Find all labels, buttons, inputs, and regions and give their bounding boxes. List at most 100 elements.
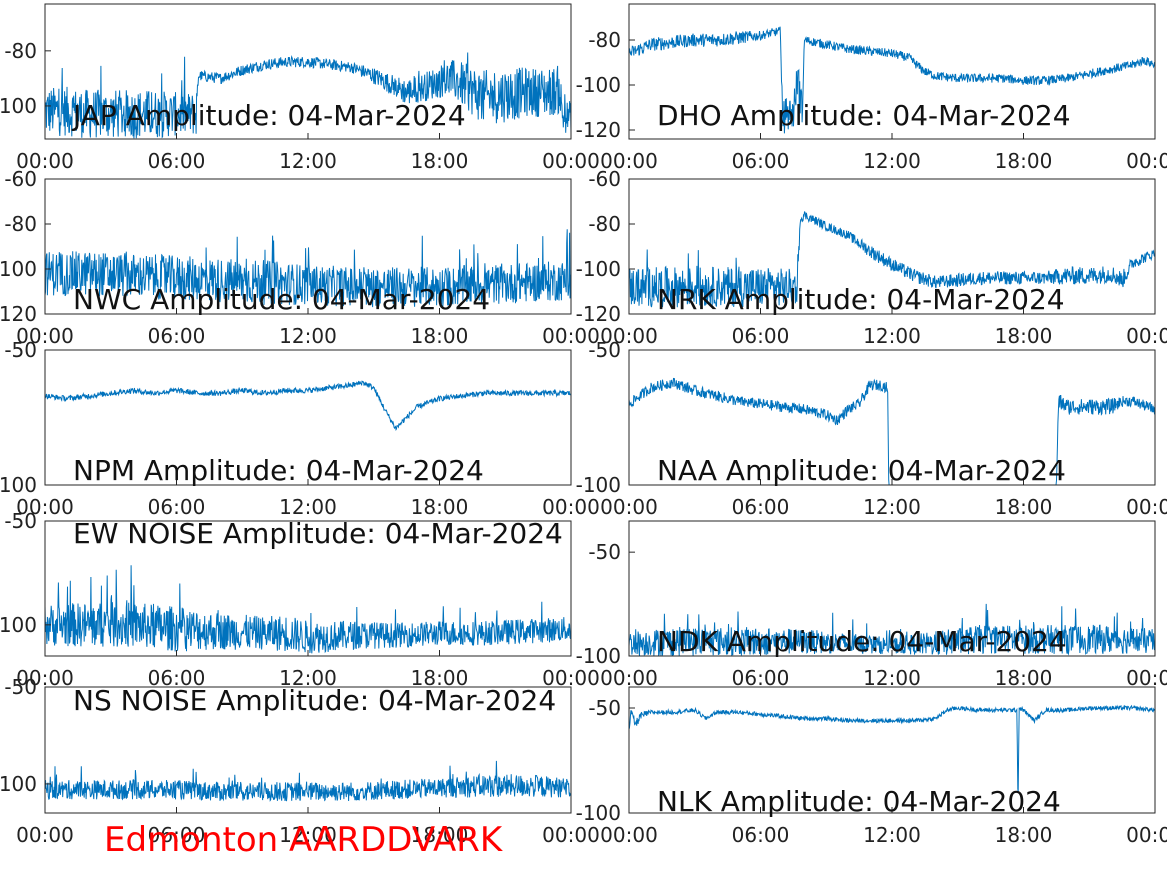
panel-1: -80 100 00:00 06:00 12:00 18:00 00:00 JAP Ampli… <box>0 3 600 173</box>
panel-title: NPM Amplitude: 04-Mar-2024 <box>73 454 484 487</box>
y-tick-label: -80 <box>588 28 621 52</box>
x-tick-label: 00:00 <box>600 666 658 690</box>
y-tick-label: -120 <box>576 302 621 326</box>
x-tick-label: 18:00 <box>411 666 469 690</box>
y-tick-label: 100 <box>0 772 37 796</box>
y-tick-label: 100 <box>0 613 37 637</box>
y-tick-label: 100 <box>0 473 37 497</box>
x-tick-label: 00:00 <box>16 324 74 348</box>
x-tick-label: 18:00 <box>411 823 469 847</box>
x-tick-label: 00:00 <box>1126 324 1167 348</box>
series-line <box>45 565 571 654</box>
x-tick-label: 00:00 <box>600 324 658 348</box>
y-tick-label: -80 <box>4 212 37 236</box>
x-tick-label: 00:00 <box>16 666 74 690</box>
panel-title: NDK Amplitude: 04-Mar-2024 <box>657 625 1067 658</box>
panel-title: NWC Amplitude: 04-Mar-2024 <box>73 283 490 316</box>
x-tick-label: 06:00 <box>148 666 206 690</box>
x-tick-label: 12:00 <box>279 149 337 173</box>
y-tick-label: -80 <box>588 212 621 236</box>
x-tick-label: 12:00 <box>279 666 337 690</box>
panel-title: NLK Amplitude: 04-Mar-2024 <box>657 785 1061 818</box>
x-tick-label: 06:00 <box>148 823 206 847</box>
x-tick-label: 00:00 <box>542 823 600 847</box>
series-line <box>45 380 571 431</box>
x-tick-label: 06:00 <box>732 324 790 348</box>
y-tick-label: -80 <box>4 39 37 63</box>
x-tick-label: 06:00 <box>148 495 206 519</box>
x-tick-label: 00:00 <box>542 324 600 348</box>
series-line <box>629 603 1155 656</box>
x-tick-label: 12:00 <box>863 324 921 348</box>
x-tick-label: 12:00 <box>863 495 921 519</box>
y-tick-label: 100 <box>0 257 37 281</box>
y-tick-label: -100 <box>576 473 621 497</box>
y-tick-label: -100 <box>576 644 621 668</box>
series-line <box>45 760 571 802</box>
x-tick-label: 18:00 <box>995 666 1053 690</box>
y-tick-label: -60 <box>588 167 621 191</box>
y-tick-label: -100 <box>576 73 621 97</box>
panel-2: -80 -100 -120 00:00 06:00 12:00 18:00 00:00 DHO … <box>576 3 1167 173</box>
x-tick-label: 12:00 <box>279 495 337 519</box>
x-tick-label: 18:00 <box>411 324 469 348</box>
x-tick-label: 06:00 <box>732 666 790 690</box>
x-tick-label: 00:00 <box>542 495 600 519</box>
x-tick-label: 18:00 <box>995 324 1053 348</box>
x-tick-label: 06:00 <box>148 149 206 173</box>
x-tick-label: 18:00 <box>995 149 1053 173</box>
x-tick-label: 00:00 <box>600 823 658 847</box>
x-tick-label: 00:00 <box>1126 149 1167 173</box>
series-line <box>629 704 1155 792</box>
series-line <box>45 229 571 308</box>
y-tick-label: 100 <box>0 94 37 118</box>
x-tick-label: 18:00 <box>995 823 1053 847</box>
series-line <box>45 52 571 139</box>
x-tick-label: 00:00 <box>600 149 658 173</box>
y-tick-label: -50 <box>588 338 621 362</box>
panel-4: -60-80-100-12000:0006:0012:0018:0000:00N… <box>576 167 1167 348</box>
x-tick-label: 18:00 <box>995 495 1053 519</box>
y-tick-label: -100 <box>576 257 621 281</box>
x-tick-label: 00:00 <box>16 823 74 847</box>
x-tick-label: 12:00 <box>279 823 337 847</box>
x-tick-label: 06:00 <box>732 823 790 847</box>
x-tick-label: 00:00 <box>1126 666 1167 690</box>
x-tick-label: 12:00 <box>863 666 921 690</box>
series-line <box>629 377 1155 485</box>
y-tick-label: -50 <box>588 696 621 720</box>
x-tick-label: 18:00 <box>411 495 469 519</box>
y-tick-label: -60 <box>4 167 37 191</box>
panel-9: -50 100 00:00 06:00 12:00 18:00 00:00 NS NOISE … <box>0 675 600 847</box>
x-tick-label: 12:00 <box>279 324 337 348</box>
x-tick-label: 00:00 <box>16 149 74 173</box>
x-tick-label: 00:00 <box>600 495 658 519</box>
panel-title: DHO Amplitude: 04-Mar-2024 <box>657 99 1071 132</box>
x-tick-label: 06:00 <box>148 324 206 348</box>
y-tick-label: -50 <box>4 509 37 533</box>
x-tick-label: 12:00 <box>863 149 921 173</box>
y-tick-label: -50 <box>4 675 37 699</box>
series-line <box>629 26 1155 134</box>
x-tick-label: 06:00 <box>732 495 790 519</box>
x-tick-label: 00:00 <box>16 495 74 519</box>
x-tick-label: 06:00 <box>732 149 790 173</box>
x-tick-label: 12:00 <box>863 823 921 847</box>
panel-7: -50 100 00:00 06:00 12:00 18:00 00:00 EW NOISE … <box>0 509 600 690</box>
x-tick-label: 00:00 <box>1126 823 1167 847</box>
x-tick-label: 00:00 <box>542 149 600 173</box>
station-label: Edmonton AARDDVARK <box>104 820 503 860</box>
y-tick-label: 120 <box>0 302 37 326</box>
panel-title: NRK Amplitude: 04-Mar-2024 <box>657 283 1065 316</box>
panel-title: NS NOISE Amplitude: 04-Mar-2024 <box>73 684 556 717</box>
x-tick-label: 00:00 <box>1126 495 1167 519</box>
y-tick-label: -120 <box>576 118 621 142</box>
series-line <box>629 211 1155 308</box>
x-tick-label: 18:00 <box>411 149 469 173</box>
